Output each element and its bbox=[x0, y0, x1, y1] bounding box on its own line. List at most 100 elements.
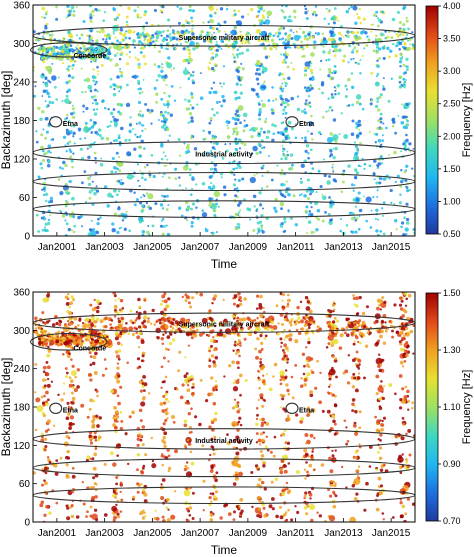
data-point bbox=[144, 178, 147, 181]
data-point bbox=[121, 307, 125, 310]
data-point bbox=[333, 358, 338, 363]
data-point bbox=[43, 394, 46, 398]
data-point bbox=[57, 50, 59, 53]
data-point bbox=[387, 30, 391, 33]
data-point bbox=[338, 31, 341, 35]
data-point bbox=[258, 68, 261, 71]
data-point bbox=[178, 184, 182, 187]
data-point bbox=[155, 517, 160, 521]
data-point bbox=[199, 379, 203, 382]
data-point bbox=[191, 32, 195, 36]
data-point bbox=[375, 64, 378, 67]
data-point bbox=[394, 219, 398, 223]
data-point bbox=[234, 27, 238, 30]
data-point bbox=[330, 96, 334, 99]
data-point bbox=[160, 496, 165, 500]
data-point bbox=[200, 30, 204, 34]
data-point bbox=[70, 391, 74, 395]
x-tick-label: Jan2007 bbox=[181, 242, 220, 253]
data-point bbox=[46, 383, 51, 388]
data-point bbox=[221, 94, 225, 99]
data-point bbox=[174, 167, 178, 171]
data-point bbox=[91, 457, 95, 461]
data-point bbox=[233, 510, 236, 514]
data-point bbox=[114, 18, 118, 22]
data-point bbox=[167, 319, 171, 323]
data-point bbox=[186, 388, 191, 393]
data-point bbox=[52, 337, 57, 342]
data-point bbox=[391, 516, 395, 519]
data-point bbox=[90, 36, 94, 40]
data-point bbox=[113, 121, 119, 126]
data-point bbox=[327, 67, 332, 72]
data-point bbox=[374, 217, 377, 221]
data-point bbox=[92, 108, 96, 111]
data-point bbox=[115, 151, 119, 155]
data-point bbox=[214, 490, 219, 494]
data-point bbox=[304, 61, 311, 68]
data-point bbox=[72, 13, 76, 17]
data-point bbox=[278, 72, 282, 75]
data-point bbox=[239, 209, 242, 212]
data-point bbox=[163, 74, 168, 79]
data-point bbox=[328, 105, 332, 109]
data-point bbox=[141, 32, 145, 36]
data-point bbox=[95, 309, 100, 314]
data-point bbox=[353, 405, 357, 408]
data-point bbox=[233, 12, 237, 17]
data-point bbox=[311, 450, 314, 453]
data-point bbox=[299, 300, 303, 304]
data-point bbox=[283, 53, 287, 57]
data-point bbox=[53, 52, 57, 56]
data-point bbox=[112, 24, 119, 32]
data-point bbox=[231, 116, 235, 120]
data-point bbox=[167, 466, 172, 471]
data-point bbox=[100, 64, 104, 67]
data-point bbox=[93, 435, 98, 439]
data-point bbox=[280, 157, 283, 161]
data-point bbox=[359, 59, 362, 61]
data-point bbox=[209, 25, 213, 30]
data-point bbox=[42, 187, 46, 191]
data-point bbox=[128, 123, 132, 127]
data-point bbox=[93, 191, 97, 196]
data-point bbox=[401, 336, 405, 341]
data-point bbox=[215, 27, 219, 31]
data-point bbox=[238, 138, 242, 142]
data-point bbox=[93, 121, 97, 125]
data-point bbox=[69, 379, 74, 383]
data-point bbox=[244, 378, 248, 383]
data-point bbox=[93, 298, 96, 302]
data-point bbox=[280, 53, 283, 56]
data-point bbox=[124, 36, 128, 40]
data-point bbox=[400, 299, 404, 303]
data-point bbox=[356, 469, 360, 472]
data-point bbox=[124, 138, 128, 142]
data-point bbox=[83, 47, 87, 51]
data-point bbox=[335, 375, 338, 379]
data-point bbox=[260, 20, 264, 24]
data-point bbox=[144, 33, 147, 36]
colorbar-tick-label: 2.00 bbox=[443, 131, 461, 141]
data-point bbox=[55, 98, 59, 101]
data-point bbox=[188, 332, 193, 336]
data-point bbox=[138, 216, 144, 222]
data-point bbox=[133, 191, 136, 195]
data-point bbox=[348, 382, 351, 385]
data-point bbox=[42, 215, 45, 218]
data-point bbox=[179, 86, 182, 89]
data-point bbox=[68, 422, 73, 427]
data-point bbox=[185, 507, 190, 511]
data-point bbox=[46, 92, 49, 95]
data-point bbox=[222, 185, 227, 189]
data-point bbox=[97, 45, 101, 50]
data-point bbox=[57, 178, 61, 181]
data-point bbox=[212, 386, 215, 390]
data-point bbox=[103, 358, 107, 361]
data-point bbox=[332, 504, 337, 509]
data-point bbox=[209, 518, 214, 522]
colorbar-tick-label: 2.50 bbox=[443, 99, 461, 109]
data-point bbox=[374, 141, 377, 144]
data-point bbox=[319, 133, 322, 136]
data-point bbox=[403, 140, 408, 144]
